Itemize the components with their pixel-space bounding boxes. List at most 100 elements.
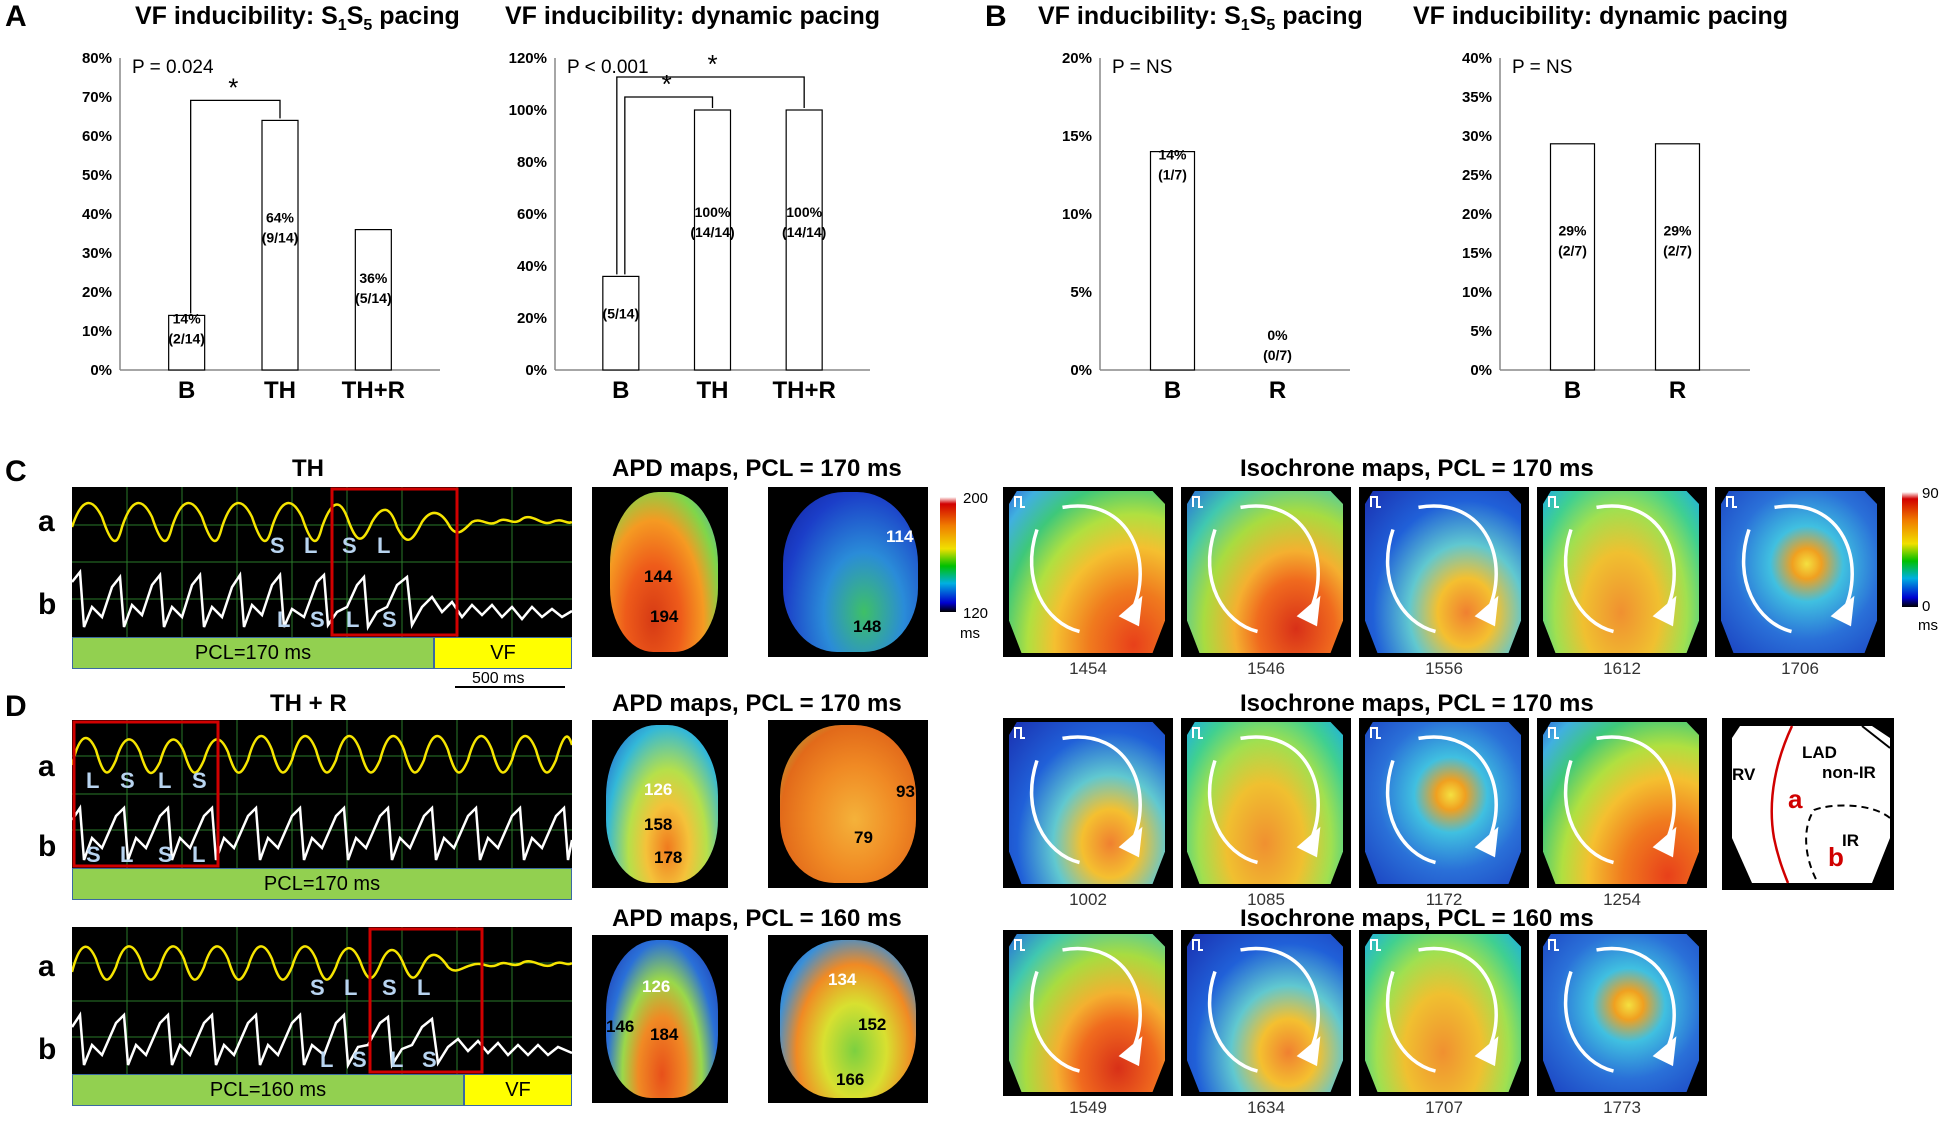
d-apd-title-2: APD maps, PCL = 160 ms — [612, 905, 902, 932]
c-apd-title: APD maps, PCL = 170 ms — [612, 455, 902, 482]
chart-title-b2: VF inducibility: dynamic pacing — [1413, 2, 1789, 30]
chart-a1-ytick-3: 30% — [82, 245, 112, 262]
d-apd2-val-5: 152 — [858, 1015, 887, 1034]
svg-text:L: L — [344, 975, 357, 1000]
d-apd1-val-3: 178 — [654, 848, 683, 867]
chart-a1-xtick-1: TH — [264, 377, 296, 404]
d1-iso-row-map-2 — [1181, 718, 1351, 888]
chart-a2-ytick-1: 20% — [517, 310, 547, 327]
svg-text:L: L — [377, 533, 390, 558]
svg-text:S: S — [382, 607, 397, 632]
c-trace-title: TH — [292, 455, 324, 482]
d2-iso-row-arrows-4 — [1548, 939, 1677, 1073]
svg-text:S: S — [352, 1047, 367, 1072]
d-apd-title-1: APD maps, PCL = 170 ms — [612, 690, 902, 717]
schem-a: a — [1788, 784, 1803, 814]
chart-b2-ytick-5: 25% — [1462, 167, 1492, 184]
chart-b1-xtick-1: R — [1269, 377, 1286, 404]
d-schematic-svg: LAD non-IR RV IR a b — [1732, 725, 1891, 884]
c-iso-row-frame-3: 1556 — [1425, 659, 1463, 678]
d-iso-title-1: Isochrone maps, PCL = 170 ms — [1240, 690, 1594, 717]
chart-title-a1: VF inducibility: S1S5 pacing — [135, 2, 460, 34]
chart-b2-p-value: P = NS — [1512, 57, 1572, 78]
chart-a1-ytick-8: 80% — [82, 50, 112, 67]
chart-b1-xtick-0: B — [1164, 377, 1181, 404]
chart-a2-ytick-2: 40% — [517, 258, 547, 275]
c-iso-row-frame-2: 1546 — [1247, 659, 1285, 678]
c-iso-row-arrows-4 — [1548, 496, 1677, 634]
chart-a2-label-1-0: 100% — [695, 204, 731, 220]
schem-lad: LAD — [1802, 743, 1837, 762]
c-iso-cbar-max: 90 — [1922, 485, 1939, 502]
chart-b1-p-value: P = NS — [1112, 57, 1172, 78]
chart-a2-ytick-6: 120% — [509, 50, 547, 67]
schem-nonir: non-IR — [1822, 763, 1876, 782]
d2-vf-bar: VF — [464, 1074, 572, 1106]
chart-a1-label-0-1: (2/14) — [168, 330, 205, 346]
svg-text:L: L — [304, 533, 317, 558]
chart-a2-sig-mark-0: * — [662, 69, 672, 99]
chart-b2-ytick-2: 10% — [1462, 284, 1492, 301]
d-apd2-val-2: 146 — [606, 1017, 635, 1036]
chart-b1-label-1-1: (0/7) — [1263, 347, 1292, 363]
c-iso-title: Isochrone maps, PCL = 170 ms — [1240, 455, 1594, 482]
d-apd2-val-4: 134 — [828, 970, 857, 989]
chart-a2-xtick-0: B — [612, 377, 629, 404]
d-apd1-map-2: 93 79 — [768, 720, 928, 888]
chart-a2-xtick-1: TH — [697, 377, 729, 404]
svg-text:S: S — [310, 975, 325, 1000]
c-iso-cbar-unit: ms — [1918, 617, 1938, 634]
c-iso-row-frame-4: 1612 — [1603, 659, 1641, 678]
c-iso-row-map-5 — [1715, 487, 1885, 657]
chart-b1-ytick-0: 0% — [1070, 362, 1092, 379]
d-heart-schematic: LAD non-IR RV IR a b — [1722, 718, 1894, 890]
chart-a2-sig-0 — [624, 96, 714, 275]
d-apd1-val-2: 158 — [644, 815, 673, 834]
chart-b1-ytick-1: 5% — [1070, 284, 1092, 301]
d-apd2-val-3: 184 — [650, 1025, 679, 1044]
chart-b1-label-1-0: 0% — [1267, 327, 1288, 343]
chart-a1-ytick-2: 20% — [82, 284, 112, 301]
d1-iso-row-map-4 — [1537, 718, 1707, 888]
c-iso-row-map-2 — [1181, 487, 1351, 657]
d1-iso-row-map-3 — [1359, 718, 1529, 888]
d2-iso-row-map-4 — [1537, 930, 1707, 1096]
d1-iso-row-arrows-3 — [1370, 727, 1499, 865]
chart-a1-sig-mark-0: * — [228, 72, 238, 102]
panel-letter-b: B — [985, 0, 1007, 33]
chart-b2-ytick-3: 15% — [1462, 245, 1492, 262]
d2-iso-row-arrows-1 — [1014, 939, 1143, 1073]
c-apd1-val-2: 194 — [650, 607, 679, 626]
c-scale-bar — [455, 686, 565, 688]
svg-text:S: S — [342, 533, 357, 558]
svg-text:S: S — [120, 768, 135, 793]
chart-a1-bar-0 — [168, 314, 206, 371]
c-apd-map-2: 114 148 — [768, 487, 928, 657]
c-apd-colorbar — [940, 497, 956, 612]
chart-a2-bar-2 — [785, 109, 823, 371]
c-iso-row-map-4 — [1537, 487, 1707, 657]
c-trace-b — [72, 568, 572, 631]
chart-b2-ytick-6: 30% — [1462, 128, 1492, 145]
d1-iso-row-frame-4: 1254 — [1603, 890, 1641, 909]
d-apd1-val-1: 126 — [644, 780, 673, 799]
d1-iso-row-arrows-2 — [1192, 727, 1321, 865]
bar-chart-a2: 0% 20% 40% 60% 80% 100% 120% P < 0.001 B (5/14) TH… — [509, 49, 870, 404]
d2-iso-row-frame-2: 1634 — [1247, 1098, 1285, 1117]
chart-b1-label-0-0: 14% — [1158, 147, 1187, 163]
bar-chart-b2: 0% 5% 10% 15% 20% 25% 30% 35% 40% P = NS B 29% (2/7)… — [1462, 50, 1750, 404]
svg-text:L: L — [120, 842, 133, 867]
svg-text:L: L — [158, 768, 171, 793]
chart-b2-xtick-1: R — [1669, 377, 1686, 404]
d1-trace-b — [72, 804, 572, 861]
d1-row-a: a — [38, 750, 55, 783]
chart-a1-label-1-1: (9/14) — [262, 230, 299, 246]
c-iso-row-frame-5: 1706 — [1781, 659, 1819, 678]
d1-iso-row-map-1 — [1003, 718, 1173, 888]
d2-iso-row-frame-3: 1707 — [1425, 1098, 1463, 1117]
c-row-a: a — [38, 505, 55, 538]
chart-a2-sig-1 — [616, 76, 805, 275]
